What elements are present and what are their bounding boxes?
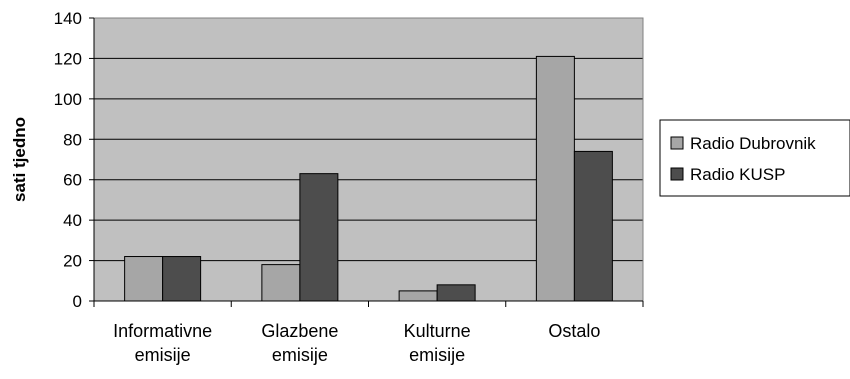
x-tick-label: Ostalo bbox=[548, 321, 600, 341]
y-tick-label: 60 bbox=[63, 171, 82, 190]
bar bbox=[436, 284, 476, 302]
legend-label: Radio Dubrovnik bbox=[690, 134, 816, 153]
x-tick-label: Informativne emisije bbox=[113, 321, 212, 365]
bar bbox=[398, 290, 438, 302]
y-tick-label: 40 bbox=[63, 211, 82, 230]
x-tick-label: Glazbene emisije bbox=[261, 321, 338, 365]
axes-group: 0 20 40 60 80 100 120 140 Informativne emisije Gla… bbox=[54, 9, 644, 365]
y-tick-label: 100 bbox=[54, 90, 82, 109]
y-tick-label: 0 bbox=[73, 292, 82, 311]
legend-label: Radio KUSP bbox=[690, 165, 785, 184]
legend-box bbox=[659, 119, 850, 197]
y-tick-label: 140 bbox=[54, 9, 82, 28]
y-axis-label: sati tjedno bbox=[10, 117, 29, 202]
y-tick-label: 120 bbox=[54, 49, 82, 68]
y-tick-label: 20 bbox=[63, 252, 82, 271]
bar bbox=[535, 55, 575, 302]
legend: Radio Dubrovnik Radio KUSP bbox=[659, 119, 850, 197]
bar bbox=[261, 264, 301, 302]
plot-area-group bbox=[93, 17, 644, 302]
bar bbox=[299, 173, 339, 302]
bar bbox=[162, 256, 202, 302]
bar bbox=[124, 256, 164, 302]
legend-swatch bbox=[670, 167, 684, 181]
y-tick-label: 80 bbox=[63, 130, 82, 149]
legend-swatch bbox=[670, 136, 684, 150]
x-tick-label: Kulturne emisije bbox=[404, 321, 471, 365]
bar bbox=[573, 150, 613, 302]
